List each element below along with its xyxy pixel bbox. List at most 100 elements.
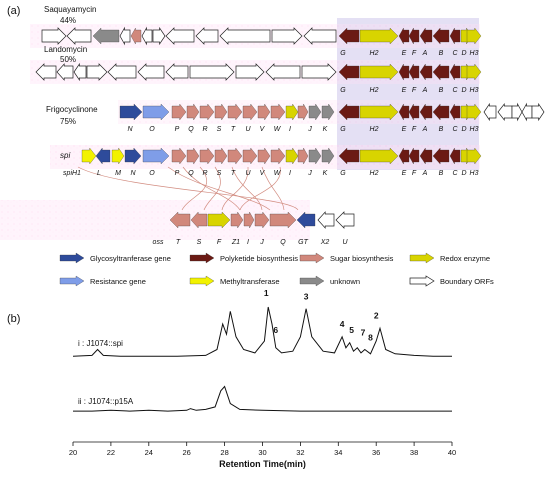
synteny-line: [239, 166, 281, 211]
boundary-orf: [107, 63, 137, 81]
gene-arrow-sugar: [190, 211, 208, 229]
x-tick-label: 36: [372, 448, 380, 457]
gene-arrow-sugar: [230, 211, 244, 229]
gene-label: F: [412, 87, 417, 94]
gene-label: B: [439, 50, 444, 57]
gene-arrow-a: [419, 27, 433, 45]
legend-label: Polyketide biosynthesis: [220, 254, 298, 263]
gene-arrow-sugar: [199, 147, 215, 165]
gene-arrow-f: [408, 27, 420, 45]
gene-arrow-sugar: [130, 27, 142, 45]
gene-label: E: [402, 87, 407, 94]
peak-label: 2: [374, 310, 379, 320]
x-tick-label: 30: [258, 448, 266, 457]
boundary-orf: [335, 211, 355, 229]
gene-label: C: [452, 126, 458, 133]
gene-label: K: [323, 126, 328, 133]
synteny-line: [203, 166, 221, 211]
trace-label: ii : J1074::p15A: [78, 397, 134, 406]
gene-label: E: [402, 50, 407, 57]
gene-arrow-g: [338, 147, 360, 165]
legend-swatch: [299, 252, 325, 264]
legend-swatch: [189, 252, 215, 264]
gene-label: F: [217, 239, 222, 246]
gene-label: V: [260, 126, 266, 133]
cluster-name-saquayamycin: Saquayamycin: [44, 5, 96, 14]
x-tick-label: 26: [183, 448, 191, 457]
gene-label: oss: [153, 239, 164, 246]
peak-label: 6: [273, 325, 278, 335]
gene-label: N: [127, 126, 133, 133]
gene-arrow-e: [398, 103, 410, 121]
gene-arrows: [35, 26, 545, 229]
boundary-orf: [301, 63, 337, 81]
gene-label: U: [245, 170, 251, 177]
gene-label: H3: [470, 87, 479, 94]
trace-label: i : J1074::spi: [78, 339, 123, 348]
boundary-orf: [165, 63, 189, 81]
boundary-orf: [531, 102, 545, 122]
gene-arrow-e: [398, 147, 410, 165]
gene-label: B: [439, 87, 444, 94]
synteny-line: [167, 166, 271, 211]
synteny-line: [77, 166, 299, 211]
gene-arrow-h2: [359, 103, 399, 121]
gene-arrow-sugar: [257, 103, 271, 121]
gene-label: A: [422, 50, 428, 57]
boundary-orf: [497, 102, 513, 122]
synteny-line: [231, 166, 263, 211]
gene-arrow-glycosyltransferase: [119, 103, 143, 121]
gene-arrow-b: [432, 27, 450, 45]
gene-arrow-b: [432, 63, 450, 81]
boundary-orf: [141, 26, 153, 46]
gene-arrow-g: [338, 103, 360, 121]
panel-b-label: (b): [7, 313, 20, 325]
gene-label: A: [422, 126, 428, 133]
gene-arrow-unknown: [308, 103, 322, 121]
gene-arrow-e: [398, 27, 410, 45]
gene-label: D: [461, 87, 466, 94]
x-tick-label: 40: [448, 448, 456, 457]
gene-arrow-h3: [466, 63, 482, 81]
boundary-orf: [165, 27, 195, 45]
boundary-orf: [483, 102, 497, 122]
gene-label: I: [247, 239, 249, 246]
gene-label: B: [439, 170, 444, 177]
boundary-orf: [303, 27, 337, 45]
cluster-identity-frigocyclinone: 75%: [60, 117, 76, 126]
gene-label: A: [422, 170, 428, 177]
gene-label: O: [149, 170, 155, 177]
legend-item: Glycosyltranferase gene: [59, 252, 171, 264]
boundary-orf: [511, 102, 523, 122]
gene-label: S: [197, 239, 202, 246]
gene-arrow-sugar: [186, 147, 200, 165]
gene-label: L: [97, 170, 101, 177]
gene-label: D: [461, 50, 466, 57]
legend-item: Methyltransferase: [189, 275, 280, 287]
gene-label: A: [422, 87, 428, 94]
gene-arrow-h3: [466, 103, 482, 121]
legend-label: Resistance gene: [90, 277, 146, 286]
gene-arrow-a: [419, 147, 433, 165]
gene-label: GT: [298, 239, 308, 246]
legend-label: Glycosyltranferase gene: [90, 254, 171, 263]
gene-label: R: [202, 126, 207, 133]
cluster-identity-landomycin: 50%: [60, 55, 76, 64]
gene-label: D: [461, 170, 466, 177]
x-tick-label: 20: [69, 448, 77, 457]
x-tick-label: 32: [296, 448, 304, 457]
legend: Glycosyltranferase gene Polyketide biosyn…: [59, 252, 494, 287]
gene-label: X2: [320, 239, 330, 246]
gene-label: H3: [470, 50, 479, 57]
gene-arrow-c: [449, 63, 461, 81]
legend-swatch: [189, 275, 215, 287]
gene-arrow-f: [408, 103, 420, 121]
boundary-orf: [73, 62, 87, 82]
gene-labels: G H2 E F A B C D H3G H2 E F A B C D H3N O P Q R S T U V W I J K G H2 E F…: [63, 50, 479, 246]
gene-label: W: [274, 126, 282, 133]
gene-arrow-sugar: [270, 147, 286, 165]
gene-label: G: [340, 87, 346, 94]
boundary-orf: [195, 27, 219, 45]
